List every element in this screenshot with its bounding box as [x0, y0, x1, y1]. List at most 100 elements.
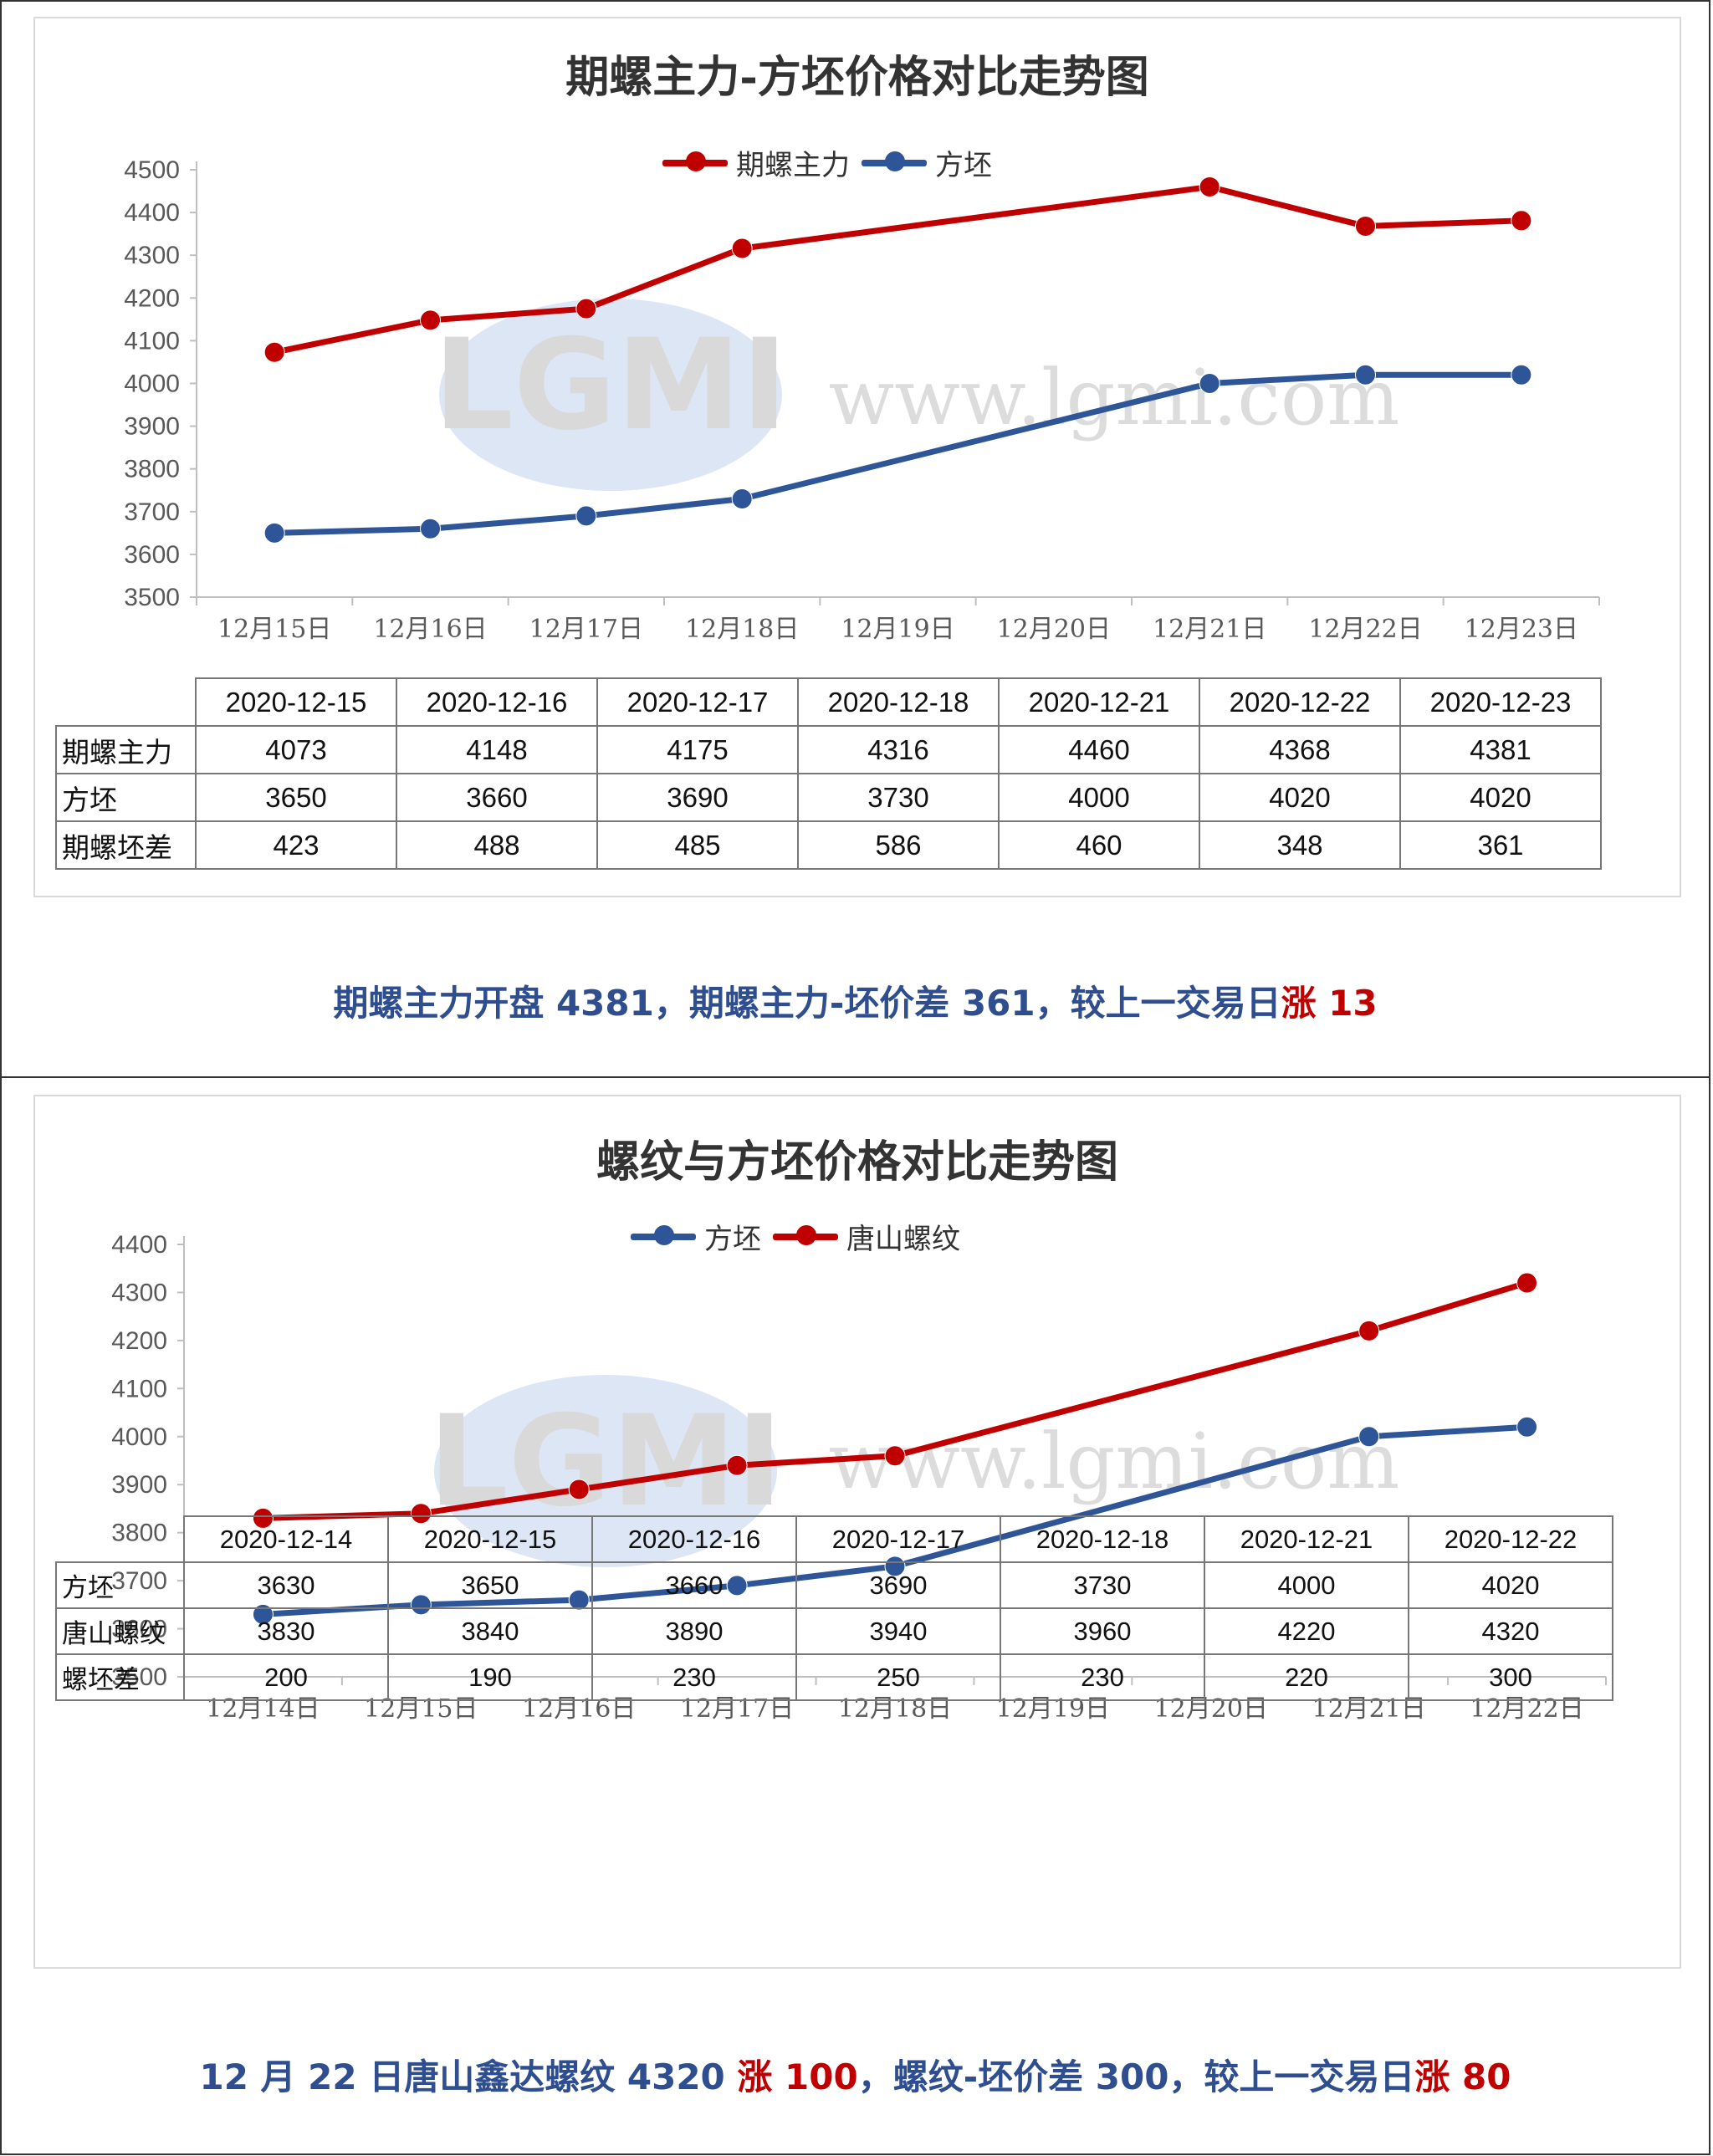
- legend-2: 方坯 唐山螺纹: [631, 1216, 960, 1257]
- table-cell: 4316: [797, 725, 1000, 774]
- chart-panel-1: 期螺主力-方坯价格对比走势图 LGMI www.lgmi.com 3500 360…: [0, 0, 1710, 1079]
- data-point: [1355, 364, 1376, 386]
- data-point: [420, 309, 441, 331]
- table-cell: 586: [797, 820, 1000, 870]
- data-point: [1516, 1416, 1538, 1438]
- data-point: [731, 238, 753, 259]
- summary-text-1: 期螺主力开盘 4381，期螺主力-坯价差 361，较上一交易日涨 13: [2, 975, 1709, 1026]
- y-tick-label: 4300: [111, 1279, 167, 1306]
- legend-1: 期螺主力 方坯: [662, 142, 992, 183]
- table-cell: 3660: [591, 1561, 797, 1609]
- legend-item-rebar: 唐山螺纹: [773, 1216, 960, 1257]
- line-chart-1: LGMI www.lgmi.com 3500 3600 3700 3800 3900 40…: [124, 156, 1600, 644]
- table-cell: 3690: [596, 773, 799, 822]
- data-point: [1511, 364, 1532, 386]
- table-cell: 3890: [591, 1607, 797, 1655]
- chart-title-2: 螺纹与方坯价格对比走势图: [596, 1137, 1118, 1188]
- row-label: 期螺主力: [55, 725, 197, 774]
- table-cell: 220: [1204, 1653, 1409, 1701]
- legend-swatch-blue: [631, 1224, 696, 1245]
- table-cell: 4220: [1204, 1607, 1409, 1655]
- y-tick-label: 4100: [124, 327, 180, 355]
- lgmi-watermark: LGMI www.lgmi.com: [433, 299, 1399, 491]
- table-header-cell: 2020-12-23: [1399, 677, 1602, 727]
- x-tick-label: 12月20日: [997, 615, 1111, 644]
- y-tick-label: 3700: [124, 498, 180, 526]
- table-header-row: 2020-12-15 2020-12-16 2020-12-17 2020-12…: [56, 677, 1602, 727]
- table-cell: 4073: [195, 725, 397, 774]
- data-point: [575, 298, 597, 319]
- chart-area-1: 期螺主力-方坯价格对比走势图: [33, 17, 1681, 897]
- table-cell: 200: [183, 1653, 389, 1701]
- y-tick-label: 3500: [124, 584, 180, 611]
- table-row: 唐山螺纹 3830 3840 3890 3940 3960 4220 4320: [55, 1607, 1613, 1655]
- data-point: [575, 505, 597, 527]
- x-tick-label: 12月16日: [373, 615, 487, 644]
- legend-item-billet: 方坯: [862, 142, 992, 183]
- table-row: 期螺坯差 423 488 485 586 460 348 361: [55, 820, 1602, 870]
- data-table-1: 2020-12-15 2020-12-16 2020-12-17 2020-12…: [55, 677, 1602, 870]
- table-header-cell: 2020-12-21: [1204, 1515, 1409, 1563]
- y-tick-label: 4200: [111, 1327, 167, 1355]
- x-tick-label: 12月22日: [1308, 615, 1422, 644]
- table-cell: 485: [596, 820, 799, 870]
- table-cell: 4460: [998, 725, 1200, 774]
- data-point: [1199, 176, 1220, 197]
- table-cell: 361: [1399, 820, 1602, 870]
- row-label: 螺坯差: [55, 1653, 185, 1701]
- watermark-logo: LGMI: [433, 313, 788, 458]
- table-cell: 4381: [1399, 725, 1602, 774]
- table-cell: 488: [396, 820, 598, 870]
- legend-swatch-red: [662, 151, 728, 171]
- data-point: [1355, 215, 1376, 237]
- table-cell: 4320: [1408, 1607, 1613, 1655]
- legend-label: 方坯: [704, 1223, 761, 1256]
- table-header-cell: 2020-12-18: [1000, 1515, 1205, 1563]
- data-point: [568, 1479, 590, 1500]
- y-tick-label: 4200: [124, 284, 180, 312]
- row-label: 方坯: [55, 773, 197, 822]
- data-point: [263, 522, 285, 544]
- x-tick-label: 12月23日: [1465, 615, 1578, 644]
- table-cell: 4175: [596, 725, 799, 774]
- table-cell: 3650: [387, 1561, 593, 1609]
- data-point: [731, 488, 753, 509]
- y-tick-label: 3900: [111, 1471, 167, 1499]
- table-header-cell: 2020-12-15: [387, 1515, 593, 1563]
- row-label: 唐山螺纹: [55, 1607, 185, 1655]
- y-tick-label: 4000: [111, 1423, 167, 1451]
- table-cell: 348: [1199, 820, 1401, 870]
- table-cell: 3690: [795, 1561, 1001, 1609]
- table-header-cell: 2020-12-18: [797, 677, 1000, 727]
- data-point: [884, 1445, 906, 1467]
- table-header-cell: 2020-12-22: [1408, 1515, 1613, 1563]
- y-tick-label: 4500: [124, 156, 180, 184]
- table-cell: 3630: [183, 1561, 389, 1609]
- table-header-cell: 2020-12-22: [1199, 677, 1401, 727]
- table-row: 螺坯差 200 190 230 250 230 220 300: [55, 1653, 1613, 1701]
- watermark-logo: LGMI: [428, 1389, 783, 1535]
- legend-label: 期螺主力: [736, 149, 850, 182]
- x-tick-label: 12月17日: [529, 615, 643, 644]
- legend-label: 方坯: [935, 149, 992, 182]
- table-cell: 4000: [998, 773, 1200, 822]
- y-tick-label: 4400: [111, 1231, 167, 1259]
- summary-main: 期螺主力开盘 4381，期螺主力-坯价差 361，较上一交易日: [333, 983, 1281, 1024]
- legend-swatch-red: [773, 1224, 838, 1245]
- y-tick-label: 3800: [124, 456, 180, 483]
- table-cell: 230: [1000, 1653, 1205, 1701]
- table-cell: 423: [195, 820, 397, 870]
- chart-title-1: 期螺主力-方坯价格对比走势图: [565, 52, 1149, 103]
- table-header-cell: 2020-12-15: [195, 677, 397, 727]
- table-cell: 3830: [183, 1607, 389, 1655]
- table-header-cell: 2020-12-17: [596, 677, 799, 727]
- y-tick-label: 4000: [124, 370, 180, 398]
- table-header-cell: 2020-12-16: [396, 677, 598, 727]
- table-header-cell: 2020-12-14: [183, 1515, 389, 1563]
- summary-up1: 涨 100: [737, 2056, 858, 2097]
- summary-part1: 12 月 22 日唐山鑫达螺纹 4320: [199, 2056, 738, 2097]
- table-row: 期螺主力 4073 4148 4175 4316 4460 4368 4381: [55, 725, 1602, 774]
- data-point: [1199, 373, 1220, 394]
- summary-part2: ，螺纹-坯价差 300，较上一交易日: [857, 2056, 1415, 2097]
- legend-swatch-blue: [862, 151, 927, 171]
